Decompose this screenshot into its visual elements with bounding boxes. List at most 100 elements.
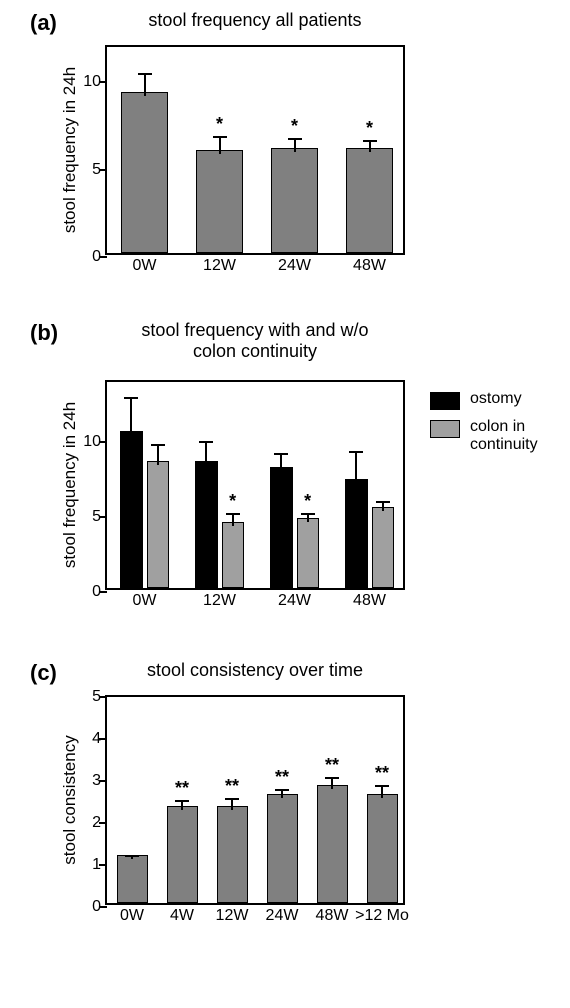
- bar: [222, 522, 244, 588]
- significance-marker: **: [225, 776, 239, 797]
- error-cap: [274, 453, 288, 455]
- bar: [271, 148, 318, 253]
- error-bar: [205, 441, 207, 465]
- plot-area-c: 0123450W**4W**12W**24W**48W**>12 Mo: [105, 695, 405, 905]
- bar: [195, 461, 217, 589]
- y-axis-label-a: stool frequency in 24h: [60, 45, 80, 255]
- y-axis-label-b: stool frequency in 24h: [60, 380, 80, 590]
- bar: [117, 855, 148, 903]
- error-cap: [175, 800, 189, 802]
- xtick-label: >12 Mo: [355, 907, 409, 925]
- bar: [267, 794, 298, 903]
- ytick-label: 0: [92, 583, 101, 601]
- ytick-label: 0: [92, 898, 101, 916]
- y-axis-label-c: stool consistency: [60, 695, 80, 905]
- error-cap: [213, 136, 227, 138]
- error-bar: [144, 73, 146, 96]
- error-bar: [355, 451, 357, 483]
- panel-title-b: stool frequency with and w/o colon conti…: [141, 320, 368, 362]
- error-cap: [225, 798, 239, 800]
- ytick-label: 1: [92, 856, 101, 874]
- error-cap: [275, 789, 289, 791]
- panel-label-c: (c): [30, 660, 57, 686]
- bar: [317, 785, 348, 903]
- significance-marker: **: [275, 767, 289, 788]
- xtick-label: 0W: [133, 592, 157, 610]
- significance-marker: *: [304, 491, 311, 512]
- error-bar: [157, 444, 159, 465]
- significance-marker: *: [229, 491, 236, 512]
- ytick-label: 4: [92, 730, 101, 748]
- ytick-label: 3: [92, 772, 101, 790]
- bar: [270, 467, 292, 589]
- bar: [345, 479, 367, 589]
- error-cap: [125, 855, 139, 857]
- error-cap: [363, 140, 377, 142]
- error-bar: [280, 453, 282, 471]
- xtick-label: 24W: [266, 907, 299, 925]
- legend-item: colon in continuity: [430, 418, 538, 453]
- error-cap: [138, 73, 152, 75]
- error-cap: [226, 513, 240, 515]
- plot-area-a: 05100W*12W*24W*48W: [105, 45, 405, 255]
- error-cap: [375, 785, 389, 787]
- legend: ostomy colon in continuity: [430, 390, 538, 461]
- ytick-label: 10: [83, 433, 101, 451]
- bar: [367, 794, 398, 903]
- legend-label: colon in continuity: [470, 418, 538, 453]
- bar: [121, 92, 168, 253]
- significance-marker: **: [175, 778, 189, 799]
- xtick-label: 0W: [120, 907, 144, 925]
- ytick-label: 0: [92, 248, 101, 266]
- xtick-label: 24W: [278, 592, 311, 610]
- ytick-label: 2: [92, 814, 101, 832]
- panel-title-c: stool consistency over time: [147, 660, 363, 681]
- xtick-label: 48W: [353, 257, 386, 275]
- error-cap: [376, 501, 390, 503]
- error-cap: [151, 444, 165, 446]
- ytick-label: 10: [83, 73, 101, 91]
- xtick-label: 12W: [203, 257, 236, 275]
- legend-swatch: [430, 420, 460, 438]
- ytick-label: 5: [92, 161, 101, 179]
- xtick-label: 24W: [278, 257, 311, 275]
- bar: [297, 518, 319, 589]
- bar: [120, 431, 142, 589]
- xtick-label: 12W: [203, 592, 236, 610]
- significance-marker: *: [366, 118, 373, 139]
- error-bar: [130, 397, 132, 435]
- bar: [167, 806, 198, 903]
- ytick-label: 5: [92, 508, 101, 526]
- bar: [196, 150, 243, 253]
- bar: [346, 148, 393, 253]
- ytick-label: 5: [92, 688, 101, 706]
- error-cap: [288, 138, 302, 140]
- xtick-label: 48W: [316, 907, 349, 925]
- error-cap: [199, 441, 213, 443]
- error-cap: [325, 777, 339, 779]
- legend-item: ostomy: [430, 390, 538, 410]
- error-bar: [219, 136, 221, 154]
- bar: [147, 461, 169, 589]
- panel-label-a: (a): [30, 10, 57, 36]
- plot-area-b: 05100W*12W*24W48W: [105, 380, 405, 590]
- panel-label-b: (b): [30, 320, 58, 346]
- panel-title-a: stool frequency all patients: [148, 10, 361, 31]
- significance-marker: *: [291, 116, 298, 137]
- bar: [372, 507, 394, 588]
- xtick-label: 4W: [170, 907, 194, 925]
- significance-marker: **: [325, 755, 339, 776]
- bar: [217, 806, 248, 903]
- legend-label: ostomy: [470, 390, 522, 408]
- xtick-label: 48W: [353, 592, 386, 610]
- error-bar: [294, 138, 296, 152]
- legend-swatch: [430, 392, 460, 410]
- error-bar: [232, 513, 234, 527]
- xtick-label: 12W: [216, 907, 249, 925]
- error-cap: [301, 513, 315, 515]
- xtick-label: 0W: [133, 257, 157, 275]
- error-cap: [349, 451, 363, 453]
- error-cap: [124, 397, 138, 399]
- significance-marker: **: [375, 763, 389, 784]
- significance-marker: *: [216, 114, 223, 135]
